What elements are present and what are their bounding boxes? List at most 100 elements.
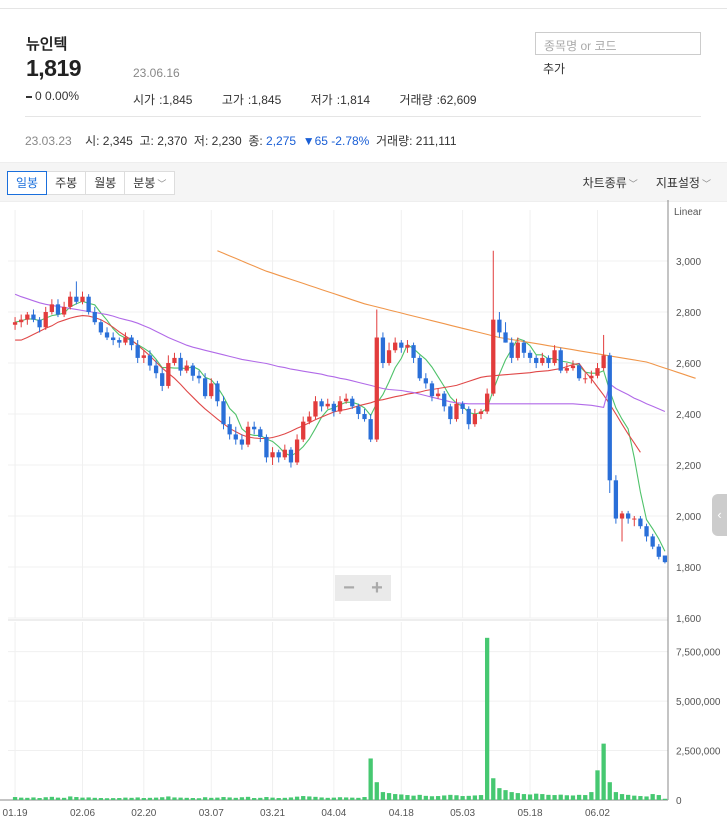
volume-bar: [184, 797, 189, 800]
candle: [448, 406, 453, 420]
side-panel-toggle[interactable]: ‹: [712, 494, 727, 536]
candle: [343, 398, 349, 402]
candle: [484, 393, 490, 412]
candle: [331, 403, 337, 412]
candle: [595, 368, 600, 376]
add-compare-button[interactable]: 추가: [543, 62, 566, 76]
volume-bar: [429, 796, 435, 800]
candle: [19, 319, 24, 323]
candle: [111, 337, 116, 341]
volume-bar: [313, 796, 318, 800]
volume-bar: [650, 794, 655, 800]
volume-tick-label: 0: [676, 796, 682, 807]
candle: [429, 383, 435, 397]
volume-bar: [558, 794, 563, 800]
candle: [270, 452, 275, 458]
candle: [356, 406, 361, 414]
open-value: 1,845: [162, 93, 193, 107]
high-label: 고가: [221, 93, 244, 107]
date-tick-label: 01.19: [3, 808, 28, 819]
volume-bar: [460, 796, 465, 800]
volume-bar: [644, 796, 649, 800]
price-tick-label: 2,000: [676, 512, 701, 523]
candle: [12, 322, 18, 325]
hover-high: 고: 2,370: [139, 134, 188, 148]
chevron-down-icon: ﹀: [628, 179, 638, 189]
hover-close: 2,275: [266, 134, 297, 148]
candle: [509, 342, 514, 358]
zoom-out-button[interactable]: −: [335, 575, 363, 601]
candle: [442, 393, 447, 407]
volume-bar: [576, 794, 582, 800]
candle: [166, 363, 171, 386]
volume-bar: [258, 797, 263, 800]
volume-bar: [491, 778, 496, 800]
volume-bar: [515, 793, 520, 800]
candle: [583, 378, 588, 380]
volume-bar: [276, 798, 281, 800]
hover-info: 23.03.23 시: 2,345 고: 2,370 저: 2,230 종: 2…: [25, 132, 457, 149]
price-change: 0 0.00%: [26, 89, 79, 103]
volume-bar: [601, 743, 606, 800]
candle: [98, 322, 104, 333]
candle: [153, 365, 159, 374]
scale-label: Linear: [674, 207, 702, 218]
volume-bar: [160, 797, 165, 800]
volume-bar: [227, 797, 232, 800]
tab-minute[interactable]: 분봉 ﹀: [124, 171, 176, 195]
date-tick-label: 02.20: [131, 808, 156, 819]
volume-bar: [12, 797, 18, 800]
stock-chart[interactable]: Linear 3,000 2,800 2,600 2,400 2,200 2,000 1,80…: [0, 200, 727, 833]
candle: [527, 352, 533, 358]
volume-bar: [619, 794, 625, 800]
candle: [368, 419, 373, 440]
header-divider: [25, 116, 701, 117]
candle: [644, 526, 649, 537]
hover-date: 23.03.23: [25, 134, 72, 148]
volume-bar: [423, 795, 428, 800]
candle: [294, 439, 300, 463]
volume-bar: [147, 797, 153, 800]
candle: [552, 350, 557, 363]
volume-bar: [92, 797, 97, 800]
candle: [141, 355, 146, 358]
indicator-settings-dropdown[interactable]: 지표설정 ﹀: [656, 174, 711, 191]
candle: [160, 373, 165, 386]
candle: [43, 312, 48, 328]
volume-bar: [129, 797, 134, 800]
tab-monthly[interactable]: 월봉: [85, 171, 126, 195]
volume-bar: [141, 798, 146, 800]
candle: [626, 513, 631, 519]
candle: [319, 401, 324, 407]
volume-bar: [638, 796, 643, 800]
volume-bar: [540, 794, 545, 800]
candle: [55, 304, 61, 315]
volume-bar: [472, 795, 478, 800]
volume-bar: [442, 795, 447, 800]
price-tick-label: 2,800: [676, 308, 701, 319]
tab-weekly[interactable]: 주봉: [46, 171, 87, 195]
tab-daily[interactable]: 일봉: [7, 171, 48, 195]
candle: [362, 414, 367, 420]
candle: [491, 319, 496, 394]
volume-bar: [503, 790, 508, 800]
volume-bar: [166, 796, 171, 800]
toolbar-right: 차트종류 ﹀ 지표설정 ﹀: [583, 174, 711, 191]
volume-bar: [626, 794, 631, 800]
candle: [37, 319, 42, 328]
volume-bar: [570, 795, 576, 800]
volume-bar: [209, 797, 214, 800]
volume-bar: [196, 798, 202, 800]
zoom-in-button[interactable]: +: [363, 575, 391, 601]
candle: [68, 296, 73, 307]
candle: [202, 378, 208, 397]
flat-change-icon: [26, 95, 32, 98]
candle: [74, 296, 79, 302]
candle: [589, 375, 594, 379]
candle: [184, 365, 189, 371]
hover-close-label: 종:: [248, 134, 267, 148]
chart-type-dropdown[interactable]: 차트종류 ﹀: [583, 174, 638, 191]
volume-bar: [656, 795, 661, 800]
stock-search-input[interactable]: 종목명 or 코드: [535, 32, 701, 55]
chevron-down-icon: ﹀: [701, 179, 711, 189]
